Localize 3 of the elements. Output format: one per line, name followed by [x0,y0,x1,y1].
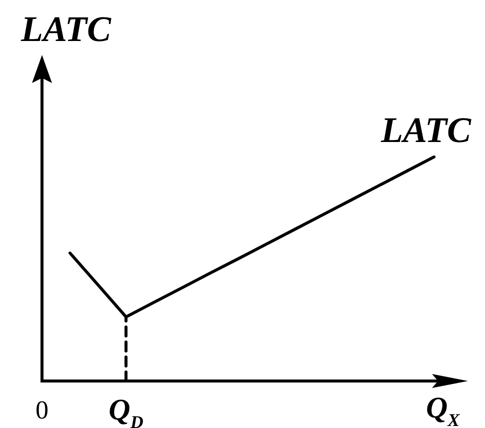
series-label: LATC [380,110,472,150]
x-tick-label: 0 [36,396,48,424]
y-axis-title: LATC [20,9,112,49]
